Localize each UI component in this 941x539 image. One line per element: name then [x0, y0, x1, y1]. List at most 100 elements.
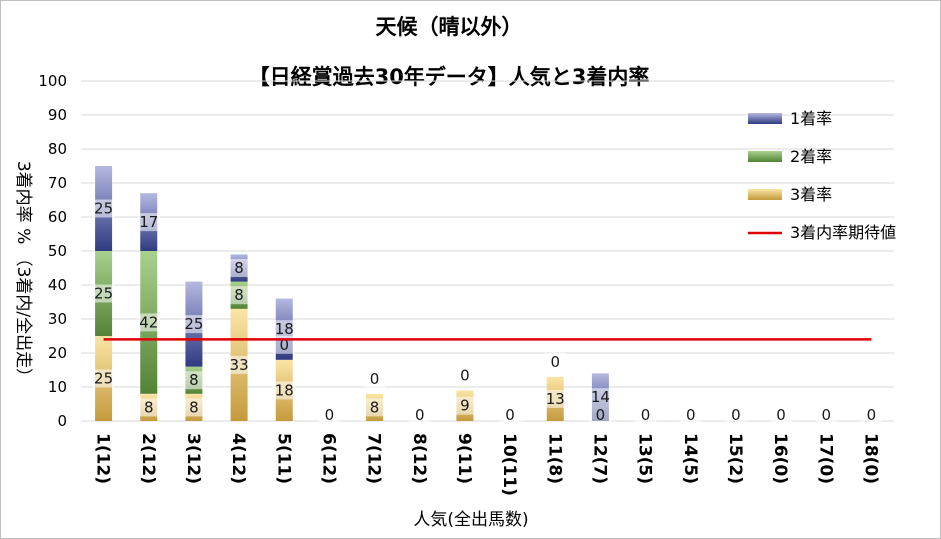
y-tick-label: 80 — [48, 140, 67, 158]
data-label: 8 — [370, 398, 380, 416]
data-label-background — [453, 366, 476, 385]
legend-label: 3着内率期待値 — [790, 223, 896, 242]
x-tick-label: 18(0) — [860, 433, 880, 484]
data-label-background — [363, 398, 386, 417]
data-label: 0 — [415, 406, 425, 424]
data-label: 0 — [641, 406, 651, 424]
x-tick-label: 15(2) — [725, 433, 745, 484]
data-label-background — [634, 406, 657, 424]
data-label: 33 — [230, 356, 249, 374]
chart-title: 天候（晴以外） — [376, 15, 523, 39]
data-label-background — [589, 388, 612, 407]
legend-swatch — [748, 189, 782, 200]
data-label: 18 — [275, 381, 294, 399]
data-label: 14 — [591, 388, 610, 406]
data-label: 8 — [189, 371, 199, 389]
data-label-background — [92, 369, 115, 388]
x-tick-label: 6(12) — [318, 433, 338, 484]
x-tick-label: 9(11) — [454, 433, 474, 484]
bars — [95, 166, 609, 421]
x-tick-label: 14(5) — [680, 433, 700, 484]
data-label: 25 — [94, 370, 113, 388]
gridlines — [81, 80, 894, 422]
data-label: 8 — [189, 398, 199, 416]
legend-label: 3着率 — [790, 185, 832, 204]
x-tick-label: 4(12) — [228, 433, 248, 484]
x-tick-label: 12(7) — [589, 433, 609, 484]
data-label: 0 — [370, 370, 380, 388]
x-tick-label: 5(11) — [273, 433, 293, 484]
data-label-background — [679, 406, 702, 424]
x-tick-label: 17(0) — [815, 433, 835, 484]
y-tick-label: 20 — [48, 344, 67, 362]
y-tick-label: 100 — [38, 72, 67, 90]
data-label-background — [92, 284, 115, 303]
legend-swatch — [748, 113, 782, 124]
data-label-background — [137, 313, 160, 332]
data-label-background — [589, 406, 612, 424]
x-tick-label: 1(12) — [93, 433, 113, 484]
x-tick-label: 2(12) — [138, 433, 158, 484]
y-tick-label: 90 — [48, 106, 67, 124]
data-label: 0 — [596, 406, 606, 424]
legend-label: 2着率 — [790, 147, 832, 166]
x-tick-label: 10(11) — [499, 433, 519, 496]
x-tick-label: 7(12) — [364, 433, 384, 484]
data-label: 0 — [279, 336, 289, 354]
data-label-background — [228, 259, 251, 277]
x-tick-label: 11(8) — [544, 433, 564, 484]
data-label: 0 — [325, 406, 335, 424]
x-tick-label: 8(12) — [409, 433, 429, 484]
data-label-background — [137, 213, 160, 232]
data-label-background — [408, 406, 431, 424]
x-axis-title: 人気(全出馬数) — [413, 510, 528, 530]
data-label-background — [770, 406, 793, 424]
data-label-background — [544, 389, 567, 408]
data-label: 8 — [234, 259, 244, 277]
data-label-background — [815, 406, 838, 424]
data-label: 0 — [460, 366, 470, 384]
y-tick-label: 70 — [48, 174, 67, 192]
data-label-background — [318, 406, 341, 424]
data-label: 0 — [550, 353, 560, 371]
data-label: 8 — [144, 398, 154, 416]
x-tick-label: 16(0) — [770, 433, 790, 484]
data-label-background — [499, 406, 522, 424]
y-tick-label: 50 — [48, 242, 67, 260]
data-label: 8 — [234, 286, 244, 304]
data-label-background — [273, 381, 296, 400]
data-label-background — [453, 396, 476, 415]
data-label-background — [182, 398, 205, 417]
legend-label: 1着率 — [790, 109, 832, 128]
data-label: 25 — [94, 285, 113, 303]
data-label-background — [137, 398, 160, 417]
data-label-background — [182, 371, 205, 390]
y-tick-label: 60 — [48, 208, 67, 226]
data-label: 17 — [139, 213, 158, 231]
data-label-background — [273, 320, 296, 339]
data-label: 0 — [505, 406, 515, 424]
data-label-background — [92, 199, 115, 218]
y-tick-label: 30 — [48, 310, 67, 328]
data-label: 9 — [460, 397, 470, 415]
x-axis-ticks: 1(12) 2(12) 3(12) 4(12) 5(11) 6(12) 7(12) 8(12)… — [93, 433, 881, 496]
data-label-background — [228, 355, 251, 374]
y-axis-title: 3着内率 % （3着内/全出走） — [13, 161, 33, 385]
data-label: 25 — [94, 200, 113, 218]
data-label-background — [363, 369, 386, 388]
data-label-background — [228, 286, 251, 305]
chart-subtitle: 【日経賞過去30年データ】人気と3着内率 — [249, 65, 650, 89]
data-label: 18 — [275, 320, 294, 338]
data-label-background — [724, 406, 747, 424]
data-label: 0 — [821, 406, 831, 424]
data-label: 25 — [184, 315, 203, 333]
y-tick-label: 0 — [57, 412, 67, 430]
data-label-background — [860, 406, 883, 424]
x-tick-label: 13(5) — [635, 433, 655, 484]
data-label: 0 — [731, 406, 741, 424]
data-label: 0 — [776, 406, 786, 424]
data-label-background — [182, 315, 205, 334]
data-label: 0 — [686, 406, 696, 424]
